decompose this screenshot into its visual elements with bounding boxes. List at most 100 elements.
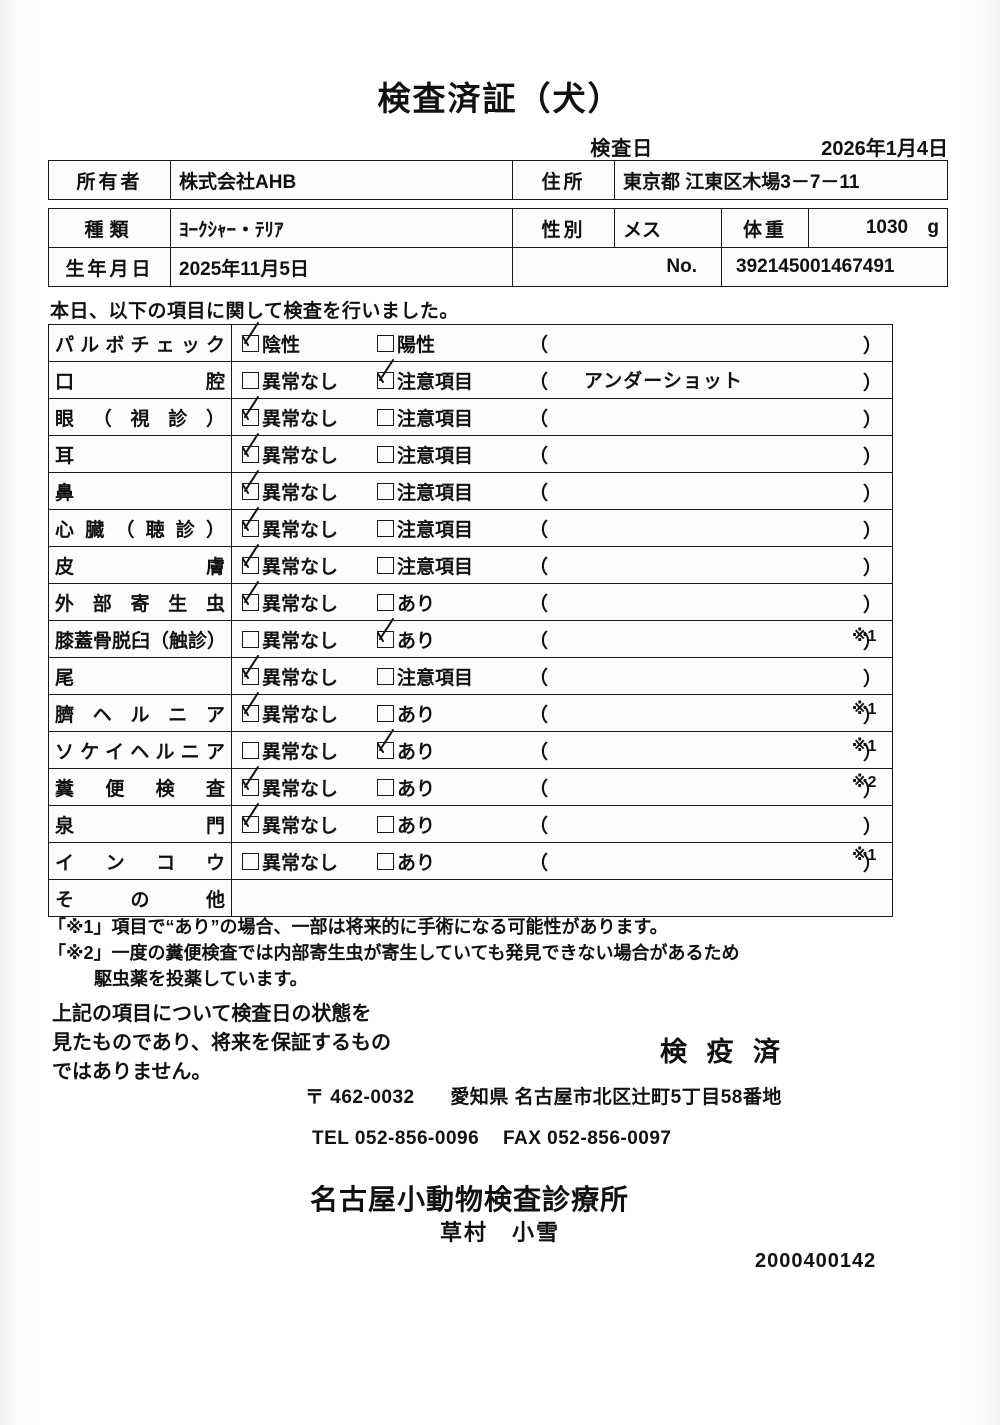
checkbox-icon[interactable] [242, 654, 259, 685]
checkbox-option-2[interactable]: あり [377, 811, 527, 838]
footnote-marker: ※1 [852, 701, 877, 718]
checkbox-icon[interactable] [377, 704, 394, 722]
checkbox-icon[interactable] [377, 482, 394, 500]
checkbox-option-2[interactable]: 注意項目 [377, 478, 527, 505]
checkbox-option-1[interactable]: 異常なし [242, 802, 377, 838]
clinic-name: 名古屋小動物検査診療所 [310, 1184, 630, 1215]
checkbox-icon[interactable] [377, 519, 394, 537]
checkbox-option-1-label: 異常なし [262, 593, 339, 615]
note-paren-close: ） [862, 632, 882, 653]
check-mark-icon [242, 321, 259, 346]
postal-code: 462-0032 [330, 1087, 415, 1108]
checkbox-icon[interactable] [242, 741, 259, 759]
note-paren-open: （ [529, 741, 549, 763]
checkbox-icon[interactable] [377, 778, 394, 796]
checkbox-icon[interactable] [377, 815, 394, 833]
checkbox-icon[interactable] [242, 432, 259, 463]
checkbox-option-1[interactable]: 異常なし [242, 395, 377, 431]
checkbox-option-2-label: あり [397, 593, 436, 615]
checklist-row: 心臓（聴診） 異常なし 注意項目 （ ） [48, 506, 893, 547]
table-row: 生年月日 2025年11月5日 No. 392145001467491 [48, 247, 948, 287]
checkbox-icon[interactable] [377, 445, 394, 463]
checkbox-option-1[interactable]: 異常なし [242, 506, 377, 542]
checkbox-option-1[interactable]: 異常なし [242, 765, 377, 801]
checkbox-option-2[interactable]: あり [377, 617, 527, 653]
checkbox-option-1-label: 異常なし [262, 408, 339, 430]
note-paren-close: ） [862, 373, 882, 394]
checkbox-option-1[interactable]: 異常なし [242, 626, 377, 653]
note-paren-open: （ [529, 519, 549, 541]
checkbox-icon[interactable] [242, 765, 259, 796]
checkbox-icon[interactable] [242, 852, 259, 870]
microchip-no-label: No. [512, 247, 722, 287]
checklist-item-options [231, 879, 893, 917]
checkbox-option-1[interactable]: 異常なし [242, 654, 377, 690]
checkbox-icon[interactable] [377, 617, 394, 648]
checkbox-option-2[interactable]: 陽性 [377, 330, 527, 357]
checkbox-icon[interactable] [242, 580, 259, 611]
checkbox-icon[interactable] [377, 667, 394, 685]
checkbox-option-2[interactable]: 注意項目 [377, 552, 527, 579]
checkbox-option-2-label: 陽性 [397, 334, 436, 356]
checklist-item-label: 口腔 [48, 361, 232, 399]
checkbox-icon[interactable] [242, 691, 259, 722]
check-mark-icon [377, 617, 394, 642]
checkbox-option-2[interactable]: 注意項目 [377, 404, 527, 431]
checkbox-option-1[interactable]: 異常なし [242, 367, 377, 394]
checkbox-option-2[interactable]: 注意項目 [377, 515, 527, 542]
note-paren-open: （ [529, 852, 549, 874]
checkbox-option-2[interactable]: あり [377, 700, 527, 727]
checkbox-option-1-label: 異常なし [262, 482, 339, 504]
checkbox-icon[interactable] [242, 630, 259, 648]
checkbox-option-1[interactable]: 陰性 [242, 321, 377, 357]
checkbox-icon[interactable] [242, 469, 259, 500]
checkbox-icon[interactable] [242, 371, 259, 389]
veterinarian-name: 草村 小雪 [440, 1220, 561, 1245]
checkbox-option-2[interactable]: 注意項目 [377, 441, 527, 468]
checkbox-icon[interactable] [242, 543, 259, 574]
checkbox-icon[interactable] [377, 593, 394, 611]
note-paren-close: ） [862, 558, 882, 579]
checkbox-option-2[interactable]: あり [377, 774, 527, 801]
checkbox-icon[interactable] [242, 321, 259, 352]
owner-table: 所有者 株式会社AHB 住所 東京都 江東区木場3－7－11 [48, 160, 948, 200]
checkbox-option-2-label: あり [397, 704, 436, 726]
checkbox-option-2[interactable]: あり [377, 728, 527, 764]
checkbox-option-1[interactable]: 異常なし [242, 737, 377, 764]
footnote-marker: ※1 [852, 737, 877, 755]
sex-value: メス [614, 208, 722, 248]
note-paren-open: （ [529, 778, 549, 800]
checkbox-icon[interactable] [377, 556, 394, 574]
checkbox-icon[interactable] [242, 395, 259, 426]
note-paren-close: ） [862, 780, 882, 801]
checkbox-option-1[interactable]: 異常なし [242, 848, 377, 875]
checkbox-option-1[interactable]: 異常なし [242, 691, 377, 727]
checkbox-icon[interactable] [377, 408, 394, 426]
checklist-item-options: 異常なし 注意項目 （ ） [231, 432, 893, 473]
checklist-row: 尾 異常なし 注意項目 （ ） [48, 654, 893, 695]
checkbox-option-2[interactable]: 注意項目 [377, 358, 527, 394]
disclaimer: 上記の項目について検査日の状態を 見たものであり、将来を保証するもの ではありま… [52, 1000, 472, 1087]
checklist-item-options: 異常なし あり （ ） [231, 691, 893, 732]
checkbox-icon[interactable] [377, 358, 394, 389]
checkbox-icon[interactable] [242, 802, 259, 833]
postal-mark-icon: 〒 [305, 1087, 325, 1108]
checkbox-option-1[interactable]: 異常なし [242, 580, 377, 616]
checkbox-option-2[interactable]: あり [377, 848, 527, 875]
clinic-tel: TEL 052-856-0096 [312, 1128, 480, 1149]
checkbox-icon[interactable] [377, 334, 394, 352]
footnote-2-line2: 駆虫薬を投薬しています。 [94, 969, 308, 990]
checkbox-icon[interactable] [377, 728, 394, 759]
checkbox-option-1[interactable]: 異常なし [242, 543, 377, 579]
checkbox-icon[interactable] [377, 852, 394, 870]
checkbox-option-1[interactable]: 異常なし [242, 432, 377, 468]
checkbox-icon[interactable] [242, 506, 259, 537]
table-row: 所有者 株式会社AHB 住所 東京都 江東区木場3－7－11 [48, 160, 948, 200]
footnote-marker: ※2 [852, 774, 877, 791]
checklist-item-options: 異常なし あり （ ） [231, 580, 893, 621]
checkbox-option-2[interactable]: 注意項目 [377, 663, 527, 690]
checkbox-option-2[interactable]: あり [377, 589, 527, 616]
checkbox-option-1[interactable]: 異常なし [242, 469, 377, 505]
disclaimer-line-1: 上記の項目について検査日の状態を [52, 1003, 372, 1025]
